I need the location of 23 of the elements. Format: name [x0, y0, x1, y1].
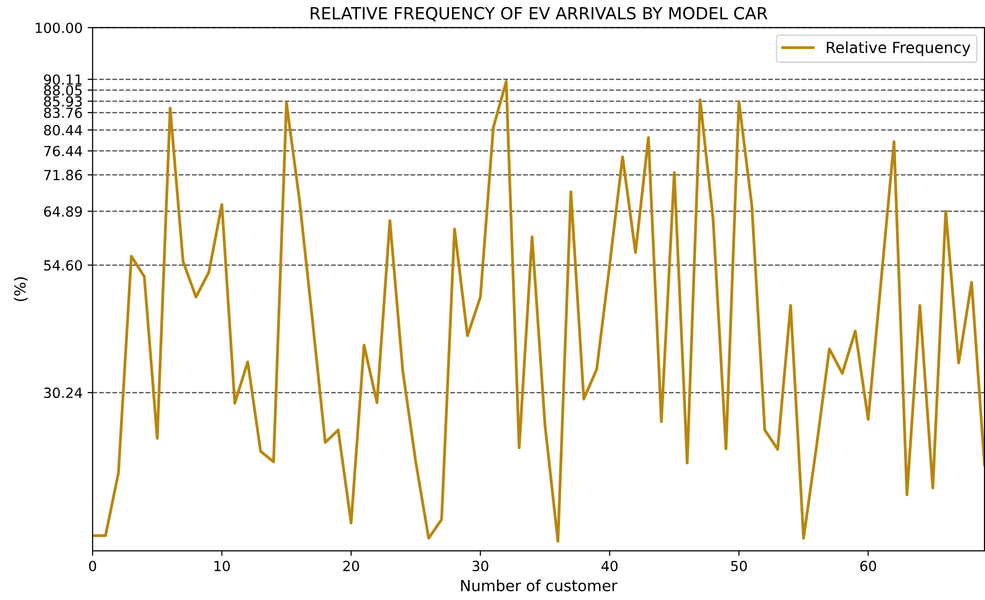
x-tick-label: 40: [601, 560, 618, 572]
x-tick-label: 10: [214, 560, 230, 572]
x-axis-title: Number of customer: [461, 580, 618, 592]
y-tick-label: 83.76: [44, 108, 82, 118]
x-tick-label: 0: [89, 560, 96, 572]
chart-title: RELATIVE FREQUENCY OF EV ARRIVALS BY MODEL CAR: [310, 6, 768, 22]
y-tick-label: 85.93: [44, 96, 82, 107]
x-tick-label: 30: [472, 560, 488, 572]
line-series: [92, 80, 985, 543]
x-tick-label: 20: [343, 560, 360, 572]
x-tick-label: 50: [731, 560, 747, 572]
y-tick-label: 54.60: [44, 260, 82, 271]
y-tick-label: 88.05: [44, 85, 82, 96]
legend-label: Relative Frequency: [826, 41, 970, 56]
y-tick-label: 80.44: [44, 124, 82, 136]
y-tick-label: 64.89: [44, 206, 82, 217]
y-tick-label: 90.11: [44, 74, 82, 85]
x-tick-label: 60: [860, 560, 876, 572]
y-axis-title: (%): [14, 277, 28, 302]
y-tick-label: 30.24: [44, 388, 82, 398]
y-tick-label: 76.44: [44, 146, 82, 156]
y-tick-label: 100.00: [36, 22, 82, 34]
y-tick-label: 71.86: [44, 170, 82, 180]
